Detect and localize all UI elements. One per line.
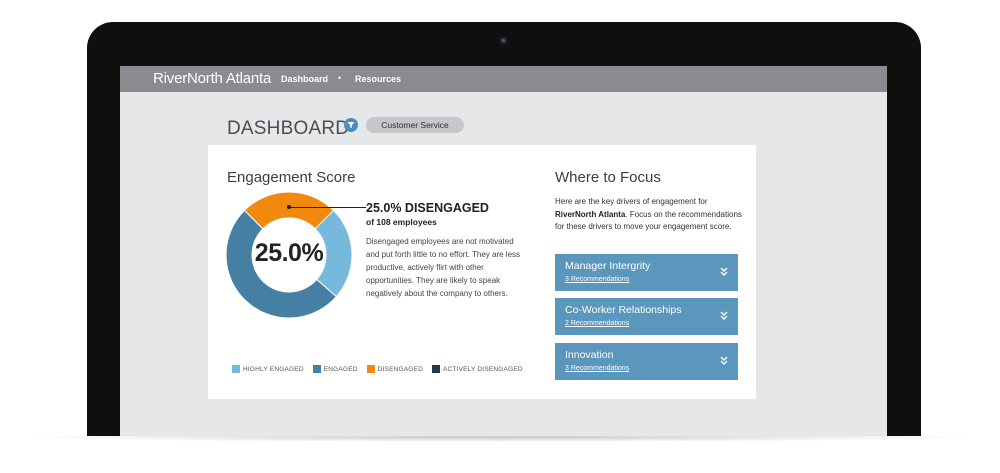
- double-chevron-down-icon[interactable]: [719, 355, 729, 367]
- app-screen: RiverNorth Atlanta Dashboard • Resources…: [120, 66, 887, 436]
- legend-item-disengaged: DISENGAGED: [366, 365, 423, 373]
- laptop-shadow: [30, 432, 970, 442]
- legend-item-highly-engaged: HIGHLY ENGAGED: [232, 365, 304, 373]
- legend-item-engaged: ENGAGED: [312, 365, 358, 373]
- laptop-frame: RiverNorth Atlanta Dashboard • Resources…: [87, 22, 921, 436]
- nav-separator: •: [338, 73, 342, 83]
- top-navbar: RiverNorth Atlanta Dashboard • Resources: [120, 66, 887, 92]
- focus-heading: Where to Focus: [555, 169, 661, 186]
- double-chevron-down-icon[interactable]: [719, 266, 729, 278]
- driver-title: Co-Worker Relationships: [565, 304, 682, 316]
- donut-slice-engaged[interactable]: [225, 209, 337, 319]
- driver-recommendations-link[interactable]: 3 Recommendations: [565, 365, 630, 372]
- legend-item-actively-disengaged: ACTIVELY DISENGAGED: [431, 365, 523, 373]
- driver-recommendations-link[interactable]: 2 Recommendations: [565, 320, 630, 327]
- legend-label: HIGHLY ENGAGED: [243, 365, 304, 373]
- focus-desc-post: . Focus on the recommendations for these…: [555, 209, 742, 232]
- driver-title: Manager Intergrity: [565, 260, 651, 272]
- driver-innovation[interactable]: Innovation 3 Recommendations: [555, 343, 738, 380]
- legend-label: DISENGAGED: [377, 365, 423, 373]
- chart-legend: HIGHLY ENGAGED ENGAGED DISENGAGED ACTIVELY …: [232, 365, 532, 373]
- legend-label: ENGAGED: [323, 365, 358, 373]
- engagement-donut-chart: [225, 191, 353, 319]
- focus-description: Here are the key drivers of engagement f…: [555, 196, 745, 234]
- stat-description: Disengaged employees are not motivated a…: [366, 237, 521, 298]
- stat-subtitle: of 108 employees: [366, 217, 437, 227]
- driver-title: Innovation: [565, 349, 614, 361]
- legend-swatch: [431, 365, 440, 373]
- engagement-card: Engagement Score 25.0% 25.0% DISENGAGED …: [208, 145, 756, 399]
- driver-coworker-relationships[interactable]: Co-Worker Relationships 2 Recommendation…: [555, 298, 738, 335]
- focus-desc-pre: Here are the key drivers of engagement f…: [555, 197, 708, 206]
- focus-desc-bold: RiverNorth Atlanta: [555, 209, 626, 219]
- nav-resources[interactable]: Resources: [355, 74, 402, 84]
- stat-title: 25.0% DISENGAGED: [366, 201, 489, 215]
- driver-manager-integrity[interactable]: Manager Intergrity 3 Recommendations: [555, 254, 738, 291]
- webcam-icon: [499, 36, 508, 45]
- engagement-heading: Engagement Score: [227, 169, 356, 186]
- brand-name[interactable]: RiverNorth Atlanta: [153, 70, 272, 87]
- department-filter-chip[interactable]: Customer Service: [366, 117, 464, 133]
- driver-recommendations-link[interactable]: 3 Recommendations: [565, 276, 630, 283]
- filter-icon[interactable]: [344, 118, 358, 132]
- legend-label: ACTIVELY DISENGAGED: [442, 365, 523, 373]
- leader-line: [289, 207, 366, 208]
- nav-dashboard[interactable]: Dashboard: [281, 74, 329, 84]
- legend-swatch: [232, 365, 240, 373]
- legend-swatch: [312, 365, 321, 373]
- donut-center-value: 25.0%: [254, 239, 324, 267]
- legend-swatch: [366, 365, 375, 373]
- page-title: DASHBOARD: [227, 118, 350, 139]
- double-chevron-down-icon[interactable]: [719, 310, 729, 322]
